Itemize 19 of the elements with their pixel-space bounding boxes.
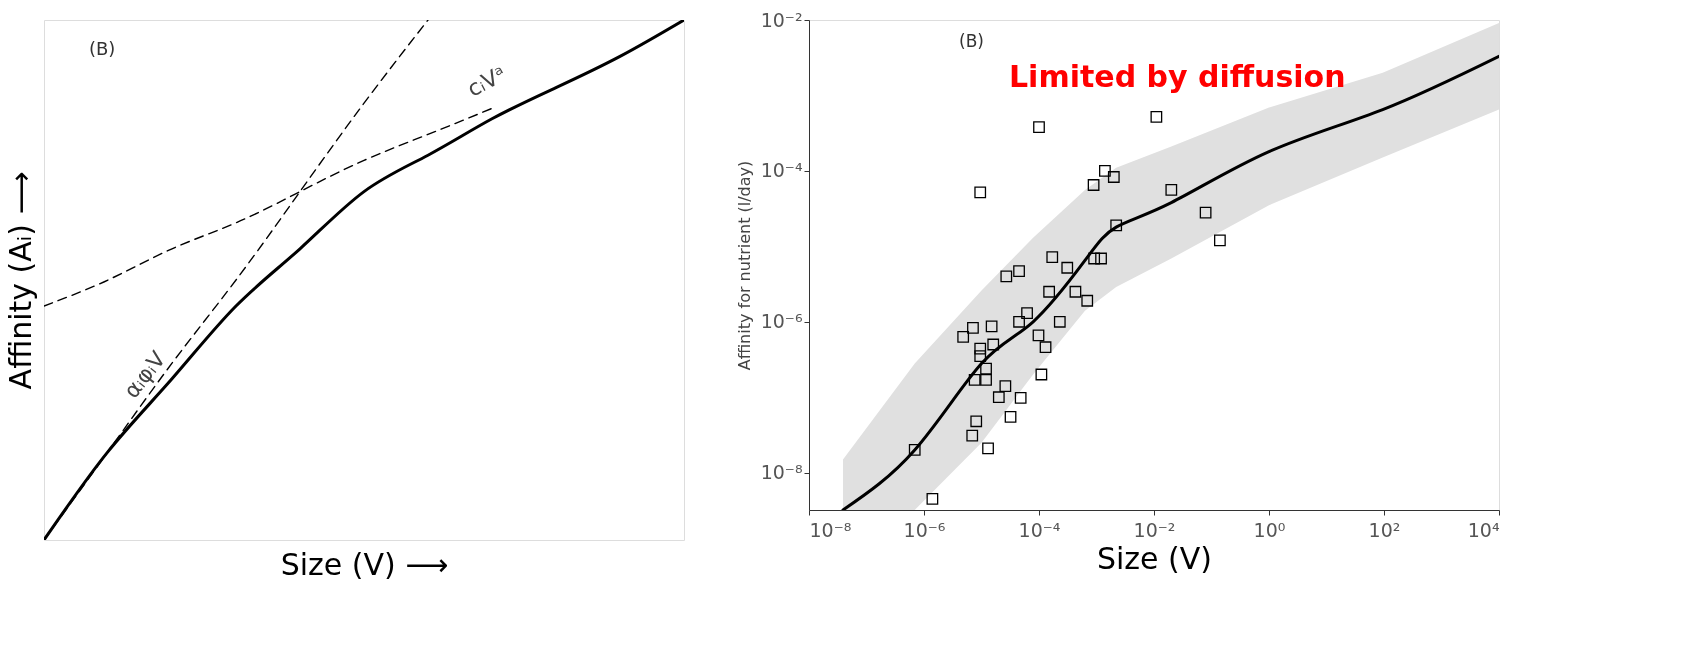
annotation: Limited by diffusion	[1009, 59, 1346, 94]
y-tick-label: 10⁻⁸	[760, 461, 803, 484]
x-tick-label: 10⁻⁴	[1018, 518, 1061, 541]
x-tick-label: 10⁻⁸	[809, 518, 852, 541]
y-tick-label: 10⁻⁴	[760, 159, 803, 182]
y-tick-label: 10⁻⁶	[760, 310, 803, 333]
y-axis-title: Affinity for nutrient (l/day)	[734, 160, 754, 371]
x-tick-label: 10²	[1368, 518, 1401, 541]
text: cᵢVᵃ	[463, 60, 511, 102]
x-axis-title: Size (V)	[1096, 540, 1213, 576]
x-axis-title: Size (V) ⟶	[280, 546, 449, 582]
x-tick-label: 10⁴	[1467, 518, 1500, 541]
x-tick-label: 10⁻²	[1133, 518, 1176, 541]
x-tick-label: 10⁰	[1253, 518, 1286, 541]
annotation: (B)	[89, 38, 116, 59]
y-tick-label: 10⁻²	[760, 8, 803, 31]
x-tick-label: 10⁻⁶	[903, 518, 946, 541]
annotation: (B)	[959, 31, 984, 51]
y-axis-title: Affinity (Aᵢ) ⟶	[2, 171, 38, 390]
